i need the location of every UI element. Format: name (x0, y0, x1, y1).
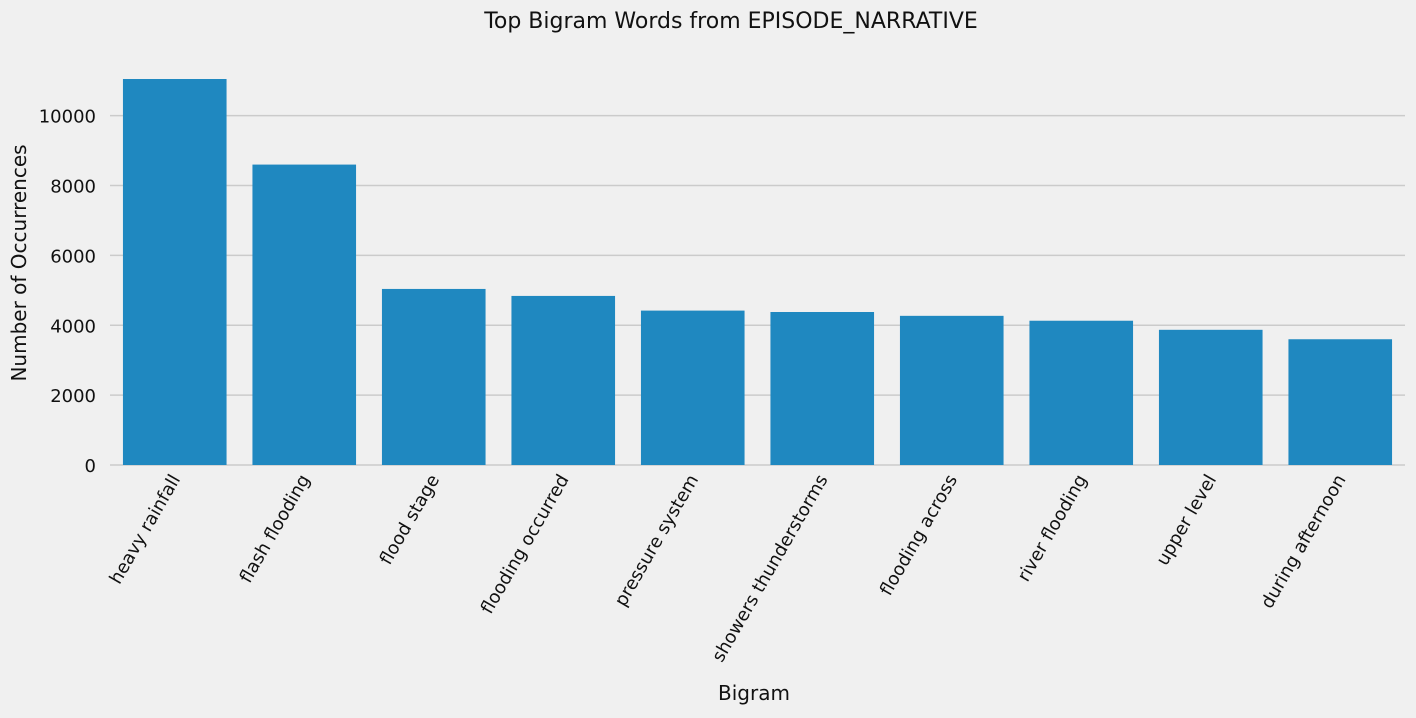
y-axis-ticks: 0 2000 4000 6000 8000 10000 (39, 107, 96, 477)
bar (511, 295, 616, 465)
bar (1288, 339, 1393, 465)
y-axis-title: Number of Occurrences (7, 144, 31, 381)
bar (899, 315, 1004, 465)
bar (1158, 329, 1263, 465)
y-tick-label: 4000 (50, 316, 96, 337)
y-tick-label: 8000 (50, 177, 96, 198)
y-tick-label: 0 (85, 456, 96, 477)
bar (770, 311, 875, 465)
bar (252, 164, 357, 465)
bar (122, 79, 227, 465)
bar (640, 310, 745, 465)
bar (381, 288, 486, 465)
x-axis-title: Bigram (718, 681, 790, 705)
bar (1029, 320, 1134, 465)
chart-title: Top Bigram Words from EPISODE_NARRATIVE (483, 9, 978, 34)
bars (122, 79, 1393, 465)
y-tick-label: 10000 (39, 107, 96, 128)
y-tick-label: 6000 (50, 246, 96, 267)
y-tick-label: 2000 (50, 386, 96, 407)
